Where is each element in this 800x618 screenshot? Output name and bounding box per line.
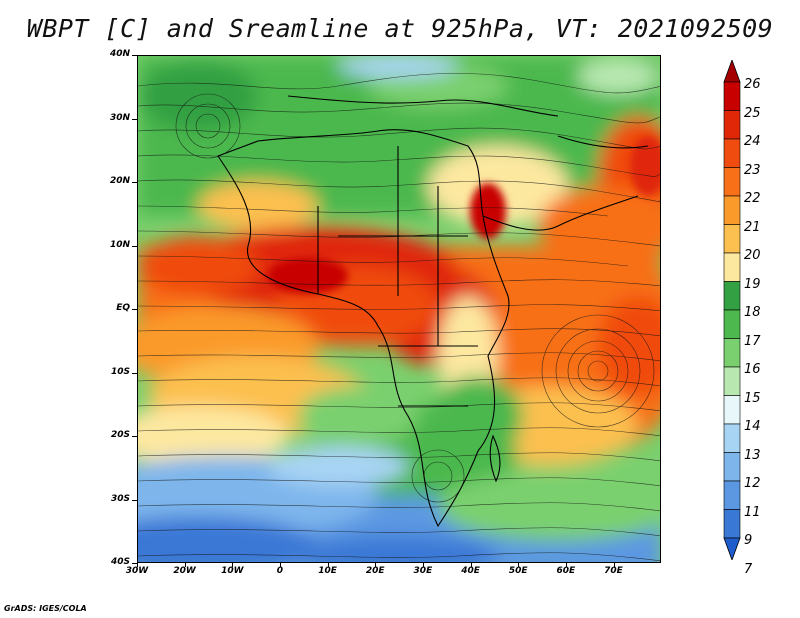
y-tick-mark: [132, 182, 137, 183]
temperature-field: [138, 56, 660, 562]
colorbar-segment: [723, 338, 741, 368]
colorbar-label: 25: [744, 105, 761, 121]
colorbar-label: 12: [744, 476, 761, 491]
x-tick-label: 60E: [556, 566, 576, 576]
x-tick-mark: [565, 563, 567, 567]
y-tick-label: 10S: [110, 366, 130, 377]
y-tick-mark: [132, 118, 137, 120]
colorbar-segment: [723, 138, 741, 168]
colorbar-segment: [723, 309, 741, 339]
x-tick-mark: [422, 563, 424, 567]
x-tick-label: 10W: [221, 566, 244, 576]
y-tick-mark: [132, 245, 137, 247]
x-tick-label: 40E: [461, 566, 480, 576]
colorbar-label: 24: [744, 134, 761, 149]
colorbar-segment: [723, 224, 741, 254]
colorbar-segment: [723, 281, 741, 311]
footer-credit: GrADS: IGES/COLA: [4, 604, 87, 613]
y-tick-label: 40N: [109, 49, 130, 59]
y-tick-label: 30N: [109, 112, 130, 123]
colorbar-top-arrow: [723, 60, 741, 83]
y-tick-mark: [132, 309, 137, 310]
colorbar-segment: [723, 195, 741, 225]
colorbar-segment: [723, 252, 741, 282]
colorbar-segment: [723, 452, 741, 482]
x-tick-label: 70E: [604, 566, 623, 576]
colorbar-label: 11: [744, 504, 761, 520]
colorbar-segment: [723, 366, 741, 396]
coastlines: [217, 95, 649, 528]
y-tick-label: 40S: [110, 557, 130, 567]
colorbar-segment: [723, 81, 741, 111]
wbpt-streamline-map: [138, 56, 660, 562]
colorbar: [723, 60, 741, 560]
colorbar-segment: [723, 423, 741, 453]
colorbar-segment: [723, 110, 741, 140]
x-tick-label: 20W: [173, 566, 196, 576]
y-tick-label: 20N: [109, 176, 130, 186]
colorbar-segment: [723, 395, 741, 425]
x-tick-mark: [232, 563, 234, 567]
y-tick-mark: [132, 563, 137, 564]
x-tick-label: 20E: [365, 566, 385, 576]
streamlines: [138, 73, 660, 562]
x-tick-mark: [375, 563, 377, 567]
colorbar-label: 15: [744, 390, 761, 406]
colorbar-label: 7: [744, 561, 753, 577]
y-tick-label: 10N: [109, 239, 130, 250]
colorbar-label: 18: [744, 305, 761, 320]
map-panel: [137, 55, 661, 563]
colorbar-label: 20: [744, 248, 761, 263]
x-tick-mark: [327, 563, 329, 567]
colorbar-label: 21: [744, 219, 761, 235]
colorbar-label: 9: [744, 533, 753, 548]
x-tick-label: 50E: [508, 566, 528, 576]
colorbar-label: 19: [744, 276, 761, 292]
colorbar-label: 13: [744, 447, 761, 463]
colorbar-label: 23: [744, 162, 761, 178]
y-tick-label: 30S: [110, 493, 130, 504]
colorbar-label: 16: [744, 362, 761, 377]
y-tick-mark: [132, 55, 137, 56]
chart-title: WBPT [C] and Sreamline at 925hPa, VT: 20…: [26, 14, 774, 43]
colorbar-segment: [723, 167, 741, 197]
y-tick-label: 20S: [110, 430, 130, 440]
x-tick-mark: [470, 563, 472, 567]
colorbar-label: 17: [744, 333, 761, 349]
colorbar-segment: [723, 480, 741, 510]
colorbar-label: 14: [744, 419, 761, 434]
x-tick-mark: [518, 563, 520, 567]
x-tick-mark: [613, 563, 615, 567]
y-tick-mark: [132, 436, 137, 437]
x-tick-mark: [279, 563, 281, 567]
x-tick-label: 30W: [125, 566, 149, 576]
y-tick-label: EQ: [116, 303, 130, 313]
x-tick-mark: [184, 563, 186, 567]
x-tick-label: 0: [276, 566, 284, 576]
x-tick-label: 30E: [413, 566, 433, 576]
x-tick-label: 10E: [318, 566, 337, 576]
y-tick-mark: [132, 499, 137, 501]
y-tick-mark: [132, 372, 137, 374]
x-tick-mark: [137, 563, 138, 567]
colorbar-label: 26: [744, 77, 761, 92]
colorbar-label: 22: [744, 191, 761, 206]
colorbar-segment: [723, 509, 741, 539]
colorbar-bottom-arrow: [723, 537, 741, 560]
